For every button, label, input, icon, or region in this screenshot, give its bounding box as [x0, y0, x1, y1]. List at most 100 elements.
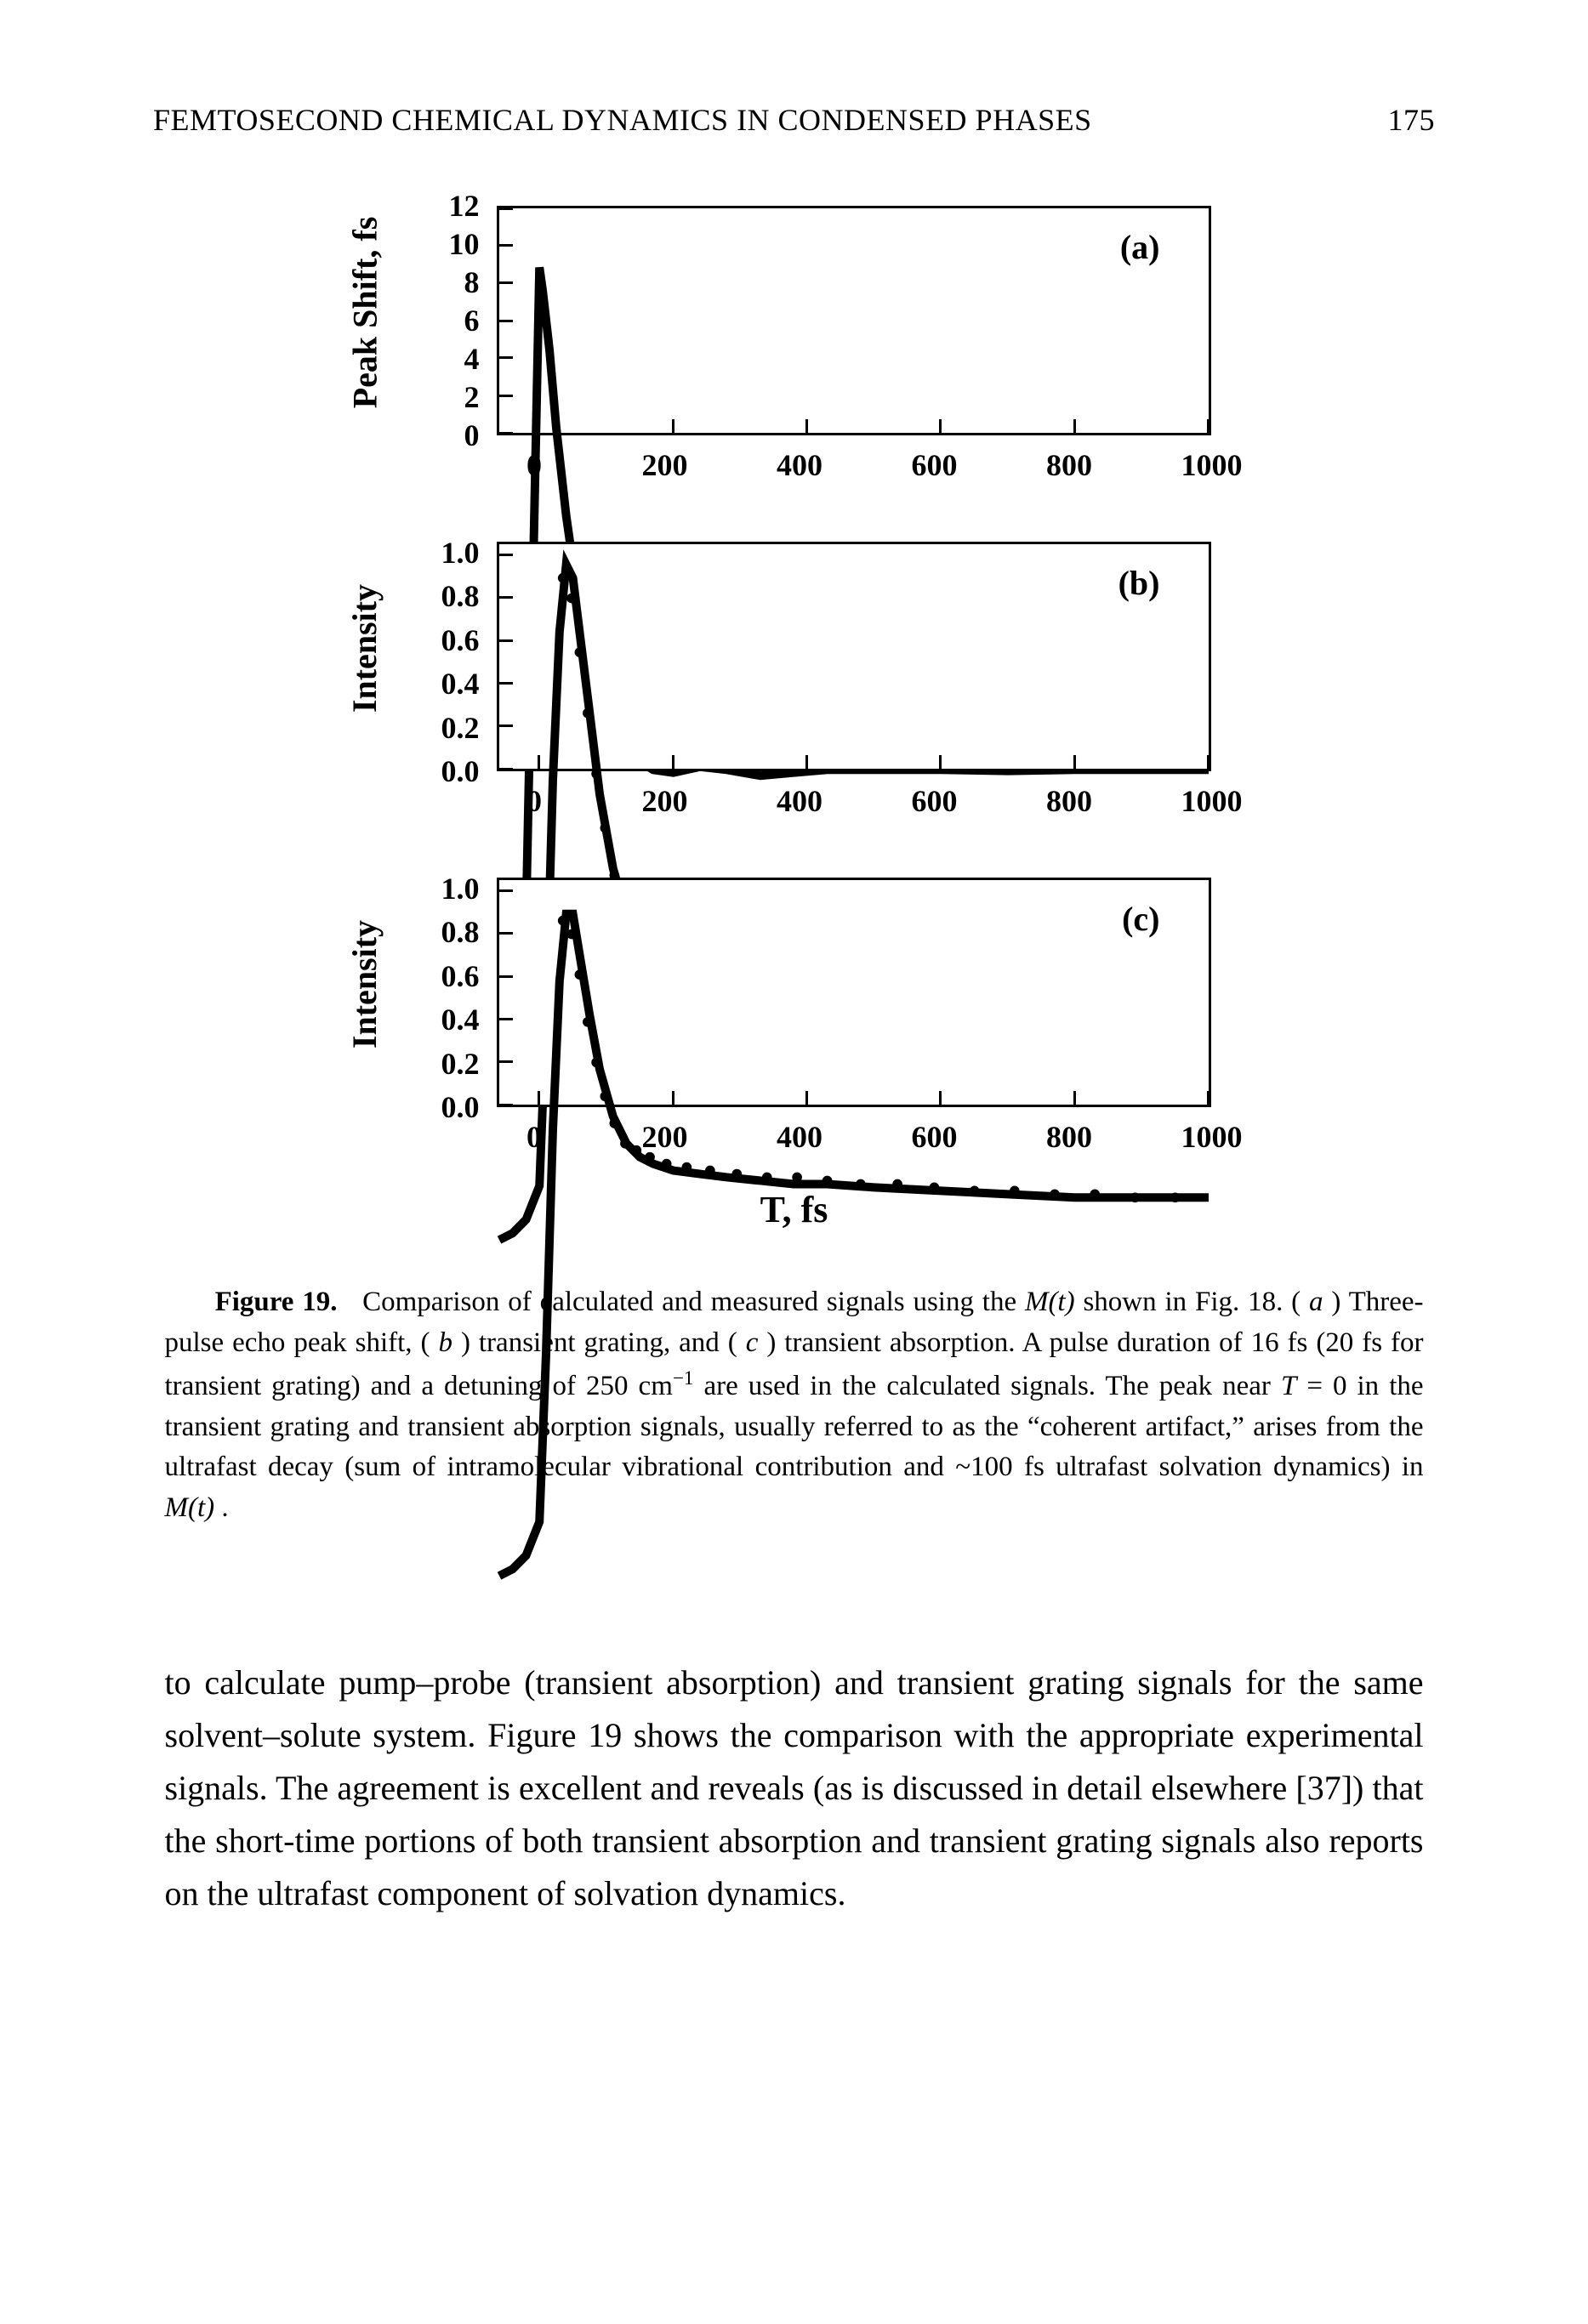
ytick-label: 6: [464, 303, 480, 338]
xtick-label: 200: [642, 783, 688, 819]
panel-c-yticks: 0.00.20.40.60.81.0: [403, 878, 488, 1107]
caption-fignum: Figure 19.: [215, 1287, 338, 1317]
series-marker: [892, 1179, 902, 1190]
ytick-label: 0.2: [441, 1046, 480, 1082]
ytick-label: 0.8: [441, 578, 480, 614]
ytick-mark: [499, 932, 513, 935]
series-marker: [557, 573, 567, 583]
series-marker: [929, 1183, 939, 1193]
panel-b-ylabel: Intensity: [335, 525, 395, 771]
xtick-label: 1000: [1181, 1119, 1243, 1155]
xtick-mark: [1073, 419, 1076, 433]
series-marker: [574, 969, 584, 980]
series-marker: [591, 1058, 601, 1068]
xtick-label: 0: [526, 783, 542, 819]
xtick-label: 1000: [1181, 783, 1243, 819]
ytick-mark: [499, 768, 513, 770]
ytick-mark: [499, 889, 513, 892]
series-marker: [1090, 1190, 1100, 1200]
xtick-mark: [1207, 419, 1209, 433]
panel-c-xticks: 02004006008001000: [497, 1116, 1211, 1175]
ytick-mark: [499, 320, 513, 322]
ytick-mark: [499, 596, 513, 599]
ytick-label: 0.8: [441, 914, 480, 950]
page-number: 175: [1388, 102, 1436, 138]
xtick-label: 200: [642, 447, 688, 483]
panel-a-xticks: 02004006008001000: [497, 444, 1211, 503]
xtick-mark: [538, 419, 540, 433]
xtick-mark: [672, 419, 674, 433]
xtick-mark: [672, 755, 674, 769]
panel-c: Intensity 0.00.20.40.60.81.0 (c) 0200400…: [327, 861, 1262, 1175]
series-marker: [822, 1176, 832, 1186]
xtick-mark: [805, 755, 808, 769]
panel-b: Intensity 0.00.20.40.60.81.0 (b) 0200400…: [327, 525, 1262, 839]
xtick-mark: [805, 419, 808, 433]
series-marker: [856, 1179, 866, 1190]
series-marker: [1050, 1190, 1060, 1200]
ytick-mark: [499, 1060, 513, 1063]
xtick-label: 200: [642, 1119, 688, 1155]
running-head: FEMTOSECOND CHEMICAL DYNAMICS IN CONDENS…: [153, 102, 1435, 138]
panel-b-plot: [497, 542, 1211, 771]
ytick-mark: [499, 395, 513, 397]
ytick-mark: [499, 682, 513, 685]
series-marker: [574, 647, 584, 657]
ytick-label: 8: [464, 264, 480, 300]
xtick-label: 800: [1046, 447, 1092, 483]
figure-container: Peak Shift, fs 024681012 (a) 02004006008…: [327, 189, 1262, 1231]
ytick-label: 0.0: [441, 753, 480, 789]
series-marker: [566, 929, 577, 940]
series-marker: [582, 1017, 592, 1027]
series-marker: [1170, 1192, 1180, 1202]
ytick-mark: [499, 975, 513, 978]
series-marker: [591, 769, 601, 779]
ytick-mark: [499, 1104, 513, 1106]
series-marker: [566, 594, 577, 604]
series-marker: [582, 708, 592, 719]
ytick-mark: [499, 281, 513, 284]
panel-a-yticks: 024681012: [403, 206, 488, 435]
xtick-mark: [538, 755, 540, 769]
body-paragraph: to calculate pump–probe (transient absor…: [165, 1656, 1424, 1920]
xtick-label: 600: [912, 783, 958, 819]
series-marker: [1130, 1192, 1140, 1202]
xtick-label: 600: [912, 1119, 958, 1155]
panel-a-ylabel: Peak Shift, fs: [335, 189, 395, 435]
ytick-mark: [499, 724, 513, 727]
ytick-label: 0.4: [441, 1002, 480, 1037]
xtick-mark: [939, 755, 942, 769]
panel-b-xticks: 02004006008001000: [497, 780, 1211, 839]
xtick-mark: [939, 419, 942, 433]
xtick-label: 400: [777, 1119, 822, 1155]
xtick-label: 400: [777, 447, 822, 483]
xtick-mark: [1207, 1091, 1209, 1105]
ytick-label: 10: [449, 226, 480, 262]
ytick-mark: [499, 244, 513, 247]
xtick-mark: [672, 1091, 674, 1105]
xtick-mark: [805, 1091, 808, 1105]
xtick-mark: [1073, 755, 1076, 769]
ytick-mark: [499, 639, 513, 642]
xtick-label: 600: [912, 447, 958, 483]
series-marker: [600, 1091, 610, 1101]
ytick-label: 0.4: [441, 666, 480, 702]
ytick-mark: [499, 1018, 513, 1020]
panel-a: Peak Shift, fs 024681012 (a) 0 200 400 600 8…: [327, 189, 1262, 503]
ytick-mark: [499, 432, 513, 435]
panel-c-letter: (c): [1122, 899, 1159, 939]
series-marker: [969, 1186, 979, 1196]
ytick-label: 0.6: [441, 622, 480, 658]
ytick-label: 0.6: [441, 958, 480, 994]
ytick-label: 0.0: [441, 1089, 480, 1125]
xtick-label: 400: [777, 783, 822, 819]
panel-a-letter: (a): [1120, 227, 1160, 267]
panel-c-svg: [499, 880, 1209, 1589]
ytick-label: 4: [464, 341, 480, 377]
panel-c-plot: [497, 878, 1211, 1107]
xtick-label: 0: [526, 1119, 542, 1155]
ytick-label: 2: [464, 379, 480, 415]
ytick-label: 1.0: [441, 871, 480, 906]
series-marker: [1009, 1186, 1019, 1196]
ytick-label: 0: [464, 418, 480, 453]
